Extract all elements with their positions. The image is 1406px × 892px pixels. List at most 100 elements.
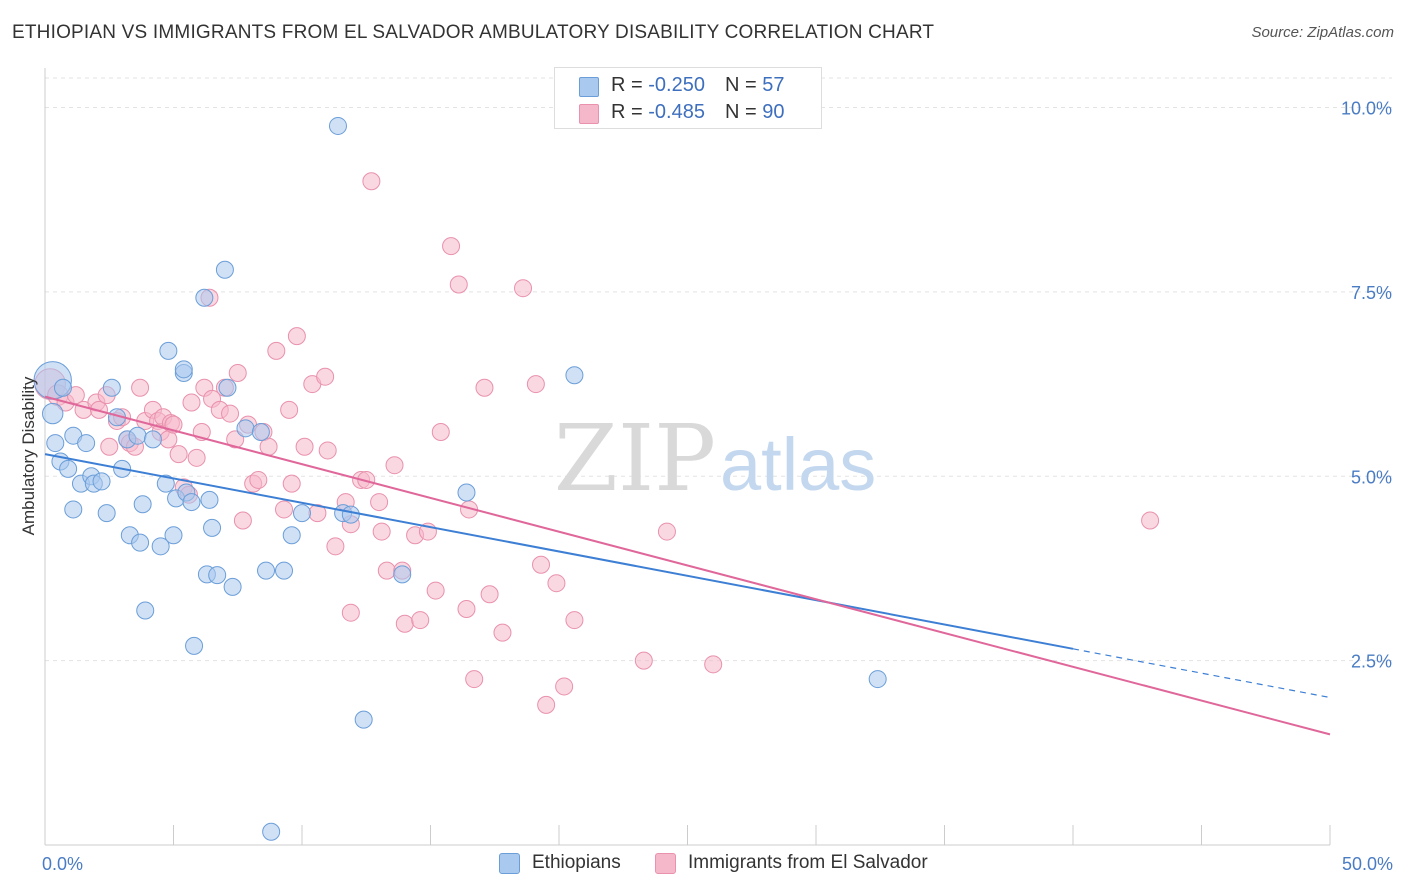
salvador-point: [532, 555, 551, 574]
ethiopian-point: [218, 378, 237, 397]
ethiopian-point: [143, 430, 162, 449]
salvador-point: [457, 600, 476, 618]
x-tick-label-min: 0.0%: [42, 854, 83, 874]
ethiopian-trend-line: [44, 453, 1074, 650]
salvador-trend-line: [44, 395, 1331, 736]
salvador-point: [233, 511, 252, 530]
salvador-point: [704, 655, 723, 674]
ethiopian-point: [275, 561, 294, 580]
salvador-point: [341, 603, 360, 622]
ethiopians-stats: R = -0.250 N = 57: [611, 74, 785, 96]
axes: 2.5% 5.0% 7.5% 10.0% 0.0% 50.0%: [42, 68, 1393, 874]
salvador-point: [395, 614, 414, 633]
stats-legend: R = -0.250 N = 57 R = -0.485 N = 90: [554, 67, 822, 129]
salvador-point: [514, 279, 533, 298]
salvador-swatch: [579, 104, 599, 124]
salvador-point: [547, 574, 566, 593]
salvador-point: [565, 611, 584, 630]
salvador-point: [480, 585, 499, 604]
y-tick-label: 5.0%: [1351, 467, 1392, 487]
salvador-point: [1141, 511, 1160, 530]
ethiopians-n-value: 57: [762, 74, 785, 96]
salvador-point: [249, 470, 268, 489]
ethiopian-point: [236, 419, 255, 438]
salvador-point: [357, 470, 376, 489]
ethiopian-point: [164, 526, 183, 545]
salvador-point: [377, 561, 396, 580]
y-tick-label: 2.5%: [1351, 652, 1392, 672]
salvador-point: [372, 522, 391, 541]
ethiopian-point: [92, 472, 111, 491]
salvador-point: [526, 375, 545, 394]
x-tick-label-max: 50.0%: [1342, 854, 1393, 874]
y-axis-label: Ambulatory Disability: [19, 376, 38, 535]
salvador-point: [442, 237, 461, 256]
salvador-point: [316, 367, 335, 386]
ethiopian-point: [77, 434, 96, 453]
salvador-point: [100, 437, 119, 456]
ethiopian-point: [131, 533, 150, 552]
salvador-point: [226, 430, 245, 449]
legend-label-salvador: Immigrants from El Salvador: [688, 852, 928, 873]
salvador-point: [370, 493, 389, 512]
salvador-point: [657, 522, 676, 541]
salvador-point: [287, 327, 306, 346]
ethiopian-point: [565, 366, 584, 385]
ethiopian-point: [42, 402, 64, 425]
ethiopian-point: [215, 260, 234, 279]
salvador-point: [411, 611, 430, 630]
salvador-point: [275, 500, 294, 519]
ethiopian-point: [208, 566, 227, 585]
ethiopian-point: [257, 561, 276, 580]
ethiopian-point: [174, 360, 193, 379]
ethiopian-point: [341, 505, 360, 524]
legend-swatch-ethiopians: [499, 853, 520, 874]
salvador-point: [267, 341, 286, 360]
salvador-point: [187, 448, 206, 467]
ethiopian-point: [293, 504, 311, 523]
salvador-point: [318, 441, 337, 460]
ethiopian-point: [282, 526, 301, 545]
ethiopian-point: [195, 288, 214, 307]
ethiopian-point: [262, 822, 281, 841]
salvador-point: [131, 378, 150, 397]
legend-swatch-salvador: [655, 853, 676, 874]
y-tick-label: 10.0%: [1341, 99, 1392, 119]
ethiopian-point: [133, 495, 152, 514]
salvador-point: [431, 423, 450, 441]
ethiopian-point: [868, 670, 887, 689]
ethiopian-point: [457, 483, 476, 502]
ethiopian-points: [33, 116, 887, 841]
ethiopian-point: [53, 378, 72, 397]
ethiopian-point: [185, 636, 204, 655]
ethiopian-point: [46, 434, 65, 453]
salvador-point: [228, 364, 247, 382]
ethiopian-point: [97, 504, 116, 523]
ethiopians-swatch: [579, 77, 599, 97]
salvador-n-value: 90: [762, 101, 785, 123]
salvador-point: [426, 581, 445, 600]
ethiopian-point: [59, 459, 78, 478]
salvador-point: [282, 474, 301, 493]
salvador-point: [449, 275, 468, 294]
source-note: Source: ZipAtlas.com: [1251, 24, 1394, 41]
salvador-point: [465, 670, 484, 689]
salvador-stats: R = -0.485 N = 90: [611, 101, 785, 123]
ethiopian-point: [151, 537, 170, 556]
ethiopian-point: [203, 518, 222, 537]
watermark: ZIP atlas: [554, 405, 876, 512]
watermark-atlas: atlas: [720, 423, 876, 506]
salvador-point: [280, 400, 299, 419]
ethiopian-point: [159, 341, 178, 360]
salvador-point: [221, 404, 240, 423]
ethiopian-point: [136, 601, 155, 620]
ethiopian-point: [354, 710, 373, 729]
ethiopian-point: [251, 423, 270, 441]
ethiopian-point: [182, 493, 201, 512]
salvador-point: [475, 378, 494, 397]
salvador-point: [295, 437, 314, 456]
ethiopian-trend-extension: [1072, 648, 1331, 699]
ethiopian-point: [393, 565, 412, 584]
salvador-point: [493, 623, 512, 642]
